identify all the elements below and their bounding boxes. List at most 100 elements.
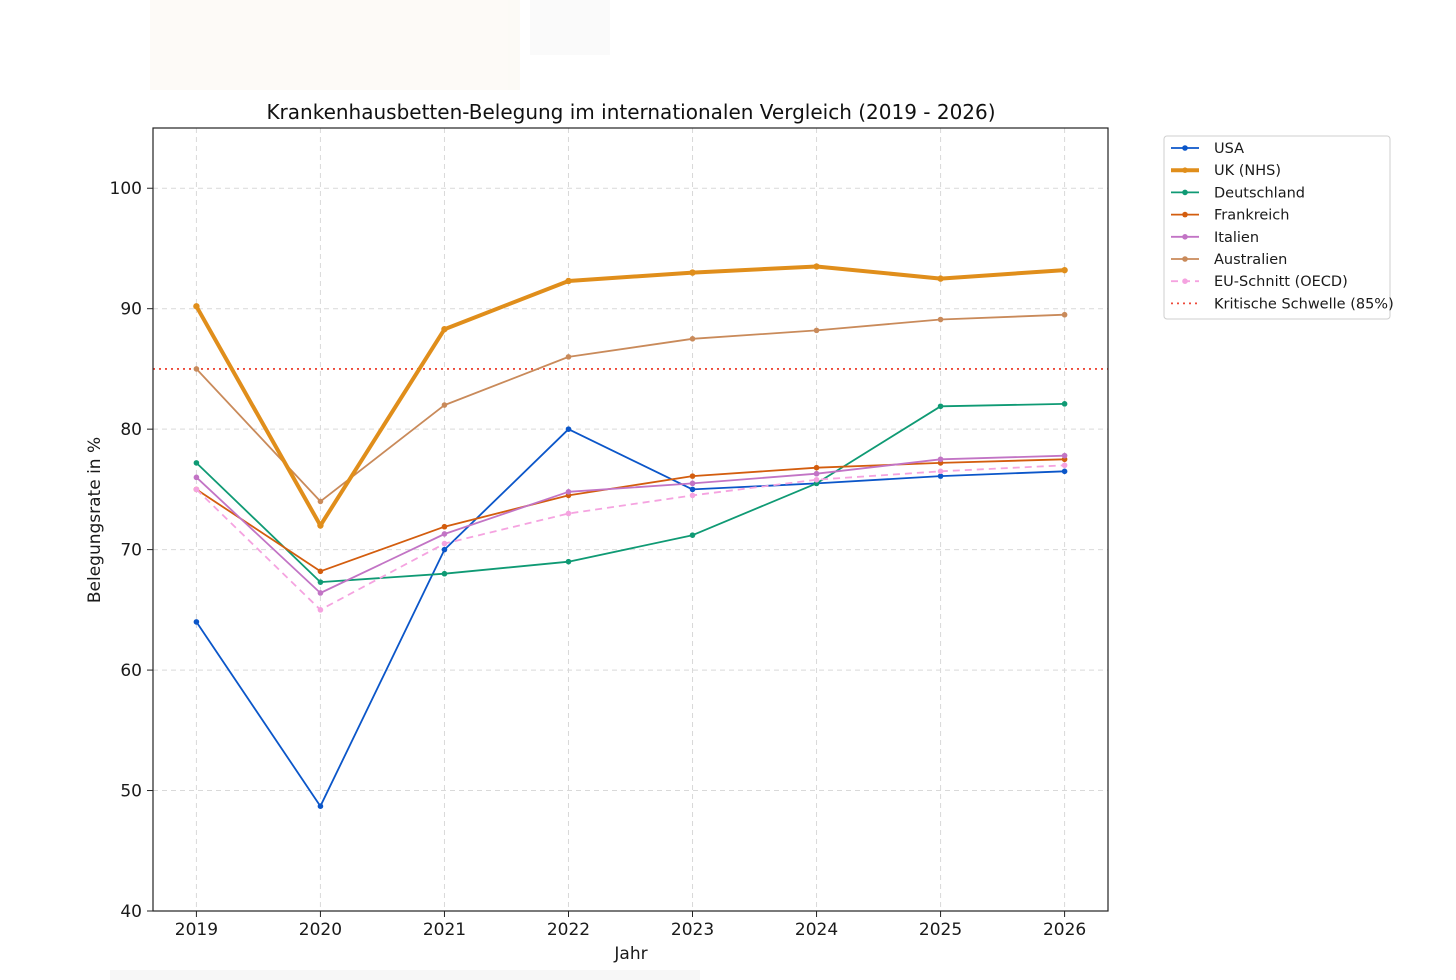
legend-entry-italien: Italien (1171, 230, 1259, 246)
data-point-frankreich-2021 (441, 523, 448, 530)
x-tick-label-2020: 2020 (299, 920, 342, 940)
data-point-eu-schnitt-oecd-2023 (689, 492, 696, 499)
x-tick-label-2025: 2025 (919, 920, 962, 940)
legend-label-uk-nhs: UK (NHS) (1214, 163, 1281, 179)
data-point-usa-2023 (689, 486, 696, 493)
legend-marker-uk-nhs (1182, 167, 1188, 173)
y-axis-label: Belegungsrate in % (85, 437, 105, 603)
data-point-eu-schnitt-oecd-2021 (441, 540, 448, 547)
data-point-uk-nhs-2021 (441, 325, 448, 333)
data-point-usa-2020 (317, 803, 324, 809)
series-line-australien (195, 313, 1065, 503)
series-line-eu-schnitt-oecd (195, 464, 1065, 611)
series-deutschland (193, 401, 1068, 585)
data-point-uk-nhs-2026 (1061, 266, 1068, 274)
x-tick-label-2019: 2019 (175, 920, 218, 940)
data-point-usa-2019 (193, 619, 200, 625)
data-point-australien-2024 (813, 327, 820, 334)
y-axis-ticks: 40 50 60 70 80 90 100 (110, 179, 153, 922)
data-point-deutschland-2023 (689, 532, 696, 538)
data-point-usa-2026 (1061, 468, 1068, 475)
data-point-italien-2026 (1061, 452, 1068, 459)
series-italien (193, 452, 1068, 596)
data-point-australien-2020 (317, 498, 324, 505)
data-point-eu-schnitt-oecd-2025 (937, 468, 944, 475)
legend-label-frankreich: Frankreich (1214, 208, 1289, 224)
data-point-italien-2019 (193, 474, 200, 481)
series-line-frankreich (195, 458, 1065, 573)
data-point-italien-2021 (441, 531, 448, 537)
x-axis-label: Jahr (613, 944, 647, 964)
data-point-uk-nhs-2023 (689, 269, 696, 276)
series-australien (193, 311, 1068, 505)
legend-entry-kritische-schwelle-85: Kritische Schwelle (85%) (1171, 296, 1394, 312)
data-point-australien-2021 (441, 402, 448, 408)
data-point-deutschland-2019 (193, 460, 200, 466)
legend-marker-eu-schnitt-oecd (1182, 278, 1188, 285)
legend-label-usa: USA (1214, 141, 1244, 157)
data-point-italien-2022 (565, 488, 572, 495)
y-tick-label-50: 50 (120, 782, 142, 802)
data-point-eu-schnitt-oecd-2019 (193, 486, 200, 493)
legend-label-italien: Italien (1214, 230, 1259, 246)
grid-lines (153, 128, 1108, 912)
data-point-italien-2024 (813, 470, 820, 477)
legend-entry-usa: USA (1171, 141, 1244, 157)
data-point-uk-nhs-2020 (317, 522, 324, 529)
y-tick-label-40: 40 (120, 902, 142, 922)
x-tick-label-2023: 2023 (671, 920, 714, 940)
y-tick-label-90: 90 (120, 300, 142, 320)
data-point-frankreich-2023 (689, 473, 696, 479)
series-layer (193, 263, 1068, 809)
data-point-frankreich-2024 (813, 464, 820, 471)
legend-label-deutschland: Deutschland (1214, 185, 1305, 201)
data-point-australien-2025 (937, 316, 944, 323)
legend-entry-frankreich: Frankreich (1171, 208, 1289, 224)
legend-entry-australien: Australien (1171, 252, 1287, 268)
x-tick-label-2022: 2022 (547, 920, 590, 940)
plot-frame (152, 127, 1109, 912)
y-tick-label-100: 100 (110, 179, 142, 199)
data-point-italien-2023 (689, 480, 696, 487)
data-point-australien-2019 (193, 366, 200, 372)
legend-marker-italien (1182, 234, 1188, 240)
legend-marker-australien (1182, 256, 1188, 262)
legend-marker-frankreich (1182, 211, 1188, 218)
legend-marker-deutschland (1182, 189, 1188, 196)
series-line-uk-nhs (194, 264, 1065, 528)
data-point-usa-2025 (937, 473, 944, 479)
data-point-eu-schnitt-oecd-2020 (317, 607, 324, 613)
x-tick-label-2026: 2026 (1043, 920, 1086, 940)
legend-label-kritische-schwelle-85: Kritische Schwelle (85%) (1214, 296, 1394, 312)
series-line-deutschland (195, 403, 1065, 583)
y-tick-label-70: 70 (120, 541, 142, 561)
background-artifacts (110, 0, 700, 980)
x-tick-label-2021: 2021 (423, 920, 466, 940)
x-axis-ticks: 2019 2020 2021 2022 2023 2024 2025 2026 (175, 911, 1086, 940)
legend-label-australien: Australien (1214, 252, 1287, 268)
legend-entry-uk-nhs: UK (NHS) (1171, 163, 1281, 179)
data-point-usa-2021 (441, 546, 448, 553)
series-uk-nhs (193, 263, 1068, 529)
data-point-uk-nhs-2024 (813, 263, 820, 270)
data-point-australien-2023 (689, 336, 696, 342)
data-point-italien-2020 (317, 590, 324, 596)
data-point-uk-nhs-2019 (193, 303, 200, 310)
data-point-italien-2025 (937, 456, 944, 463)
data-point-eu-schnitt-oecd-2022 (565, 510, 572, 517)
x-tick-label-2024: 2024 (795, 920, 838, 940)
data-point-uk-nhs-2022 (565, 277, 572, 285)
chart-title: Krankenhausbetten-Belegung im internatio… (266, 100, 995, 124)
legend-entry-deutschland: Deutschland (1171, 185, 1305, 201)
series-line-usa (195, 428, 1065, 808)
data-point-eu-schnitt-oecd-2026 (1061, 462, 1068, 469)
legend-entry-eu-schnitt-oecd: EU-Schnitt (OECD) (1171, 274, 1348, 290)
data-point-australien-2022 (565, 354, 572, 360)
series-usa (193, 426, 1068, 809)
data-point-deutschland-2021 (441, 570, 448, 577)
data-point-uk-nhs-2025 (937, 275, 944, 282)
y-tick-label-80: 80 (120, 420, 142, 440)
data-point-australien-2026 (1061, 311, 1068, 318)
data-point-deutschland-2025 (937, 403, 944, 410)
